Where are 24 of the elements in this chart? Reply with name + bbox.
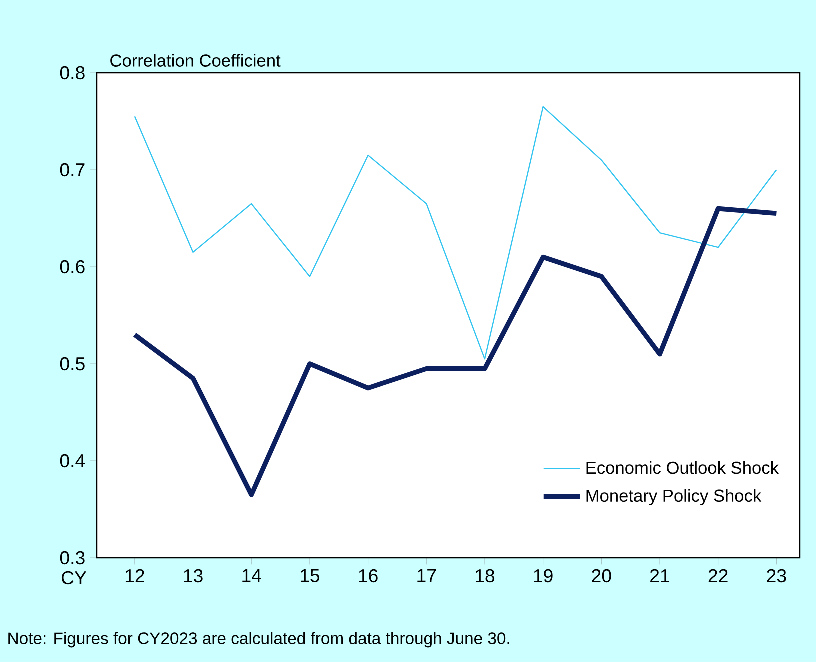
- y-tick-label: 0.3: [60, 551, 85, 565]
- x-tick-label: 22: [708, 569, 728, 582]
- y-tick-label: 0.4: [60, 454, 86, 468]
- x-tick-label: 19: [534, 569, 553, 583]
- line-series: [134, 106, 778, 360]
- x-axis-title: CY: [62, 571, 87, 585]
- x-tick-label: 14: [242, 569, 262, 582]
- x-tick-label: 21: [650, 569, 670, 582]
- x-tick-label: 23: [767, 569, 786, 583]
- legend-label: Economic Outlook Shock: [586, 461, 780, 474]
- x-tick-label: 17: [418, 569, 436, 582]
- x-tick-label: 18: [476, 569, 495, 583]
- text: Note: Figures for CY2023 are calculated from data through June 30.: [8, 632, 510, 648]
- x-tick-label: 20: [592, 569, 612, 583]
- x-tick-label: 12: [126, 569, 144, 582]
- x-tick-label: 13: [184, 569, 203, 583]
- legend-label: Monetary Policy Shock: [586, 489, 762, 506]
- x-tick-label: 15: [300, 569, 320, 582]
- y-axis-title: Correlation Coefficient: [110, 54, 281, 67]
- y-tick-label: 0.8: [60, 66, 85, 80]
- y-tick-label: 0.5: [60, 357, 85, 371]
- y-tick-label: 0.7: [60, 163, 85, 177]
- x-tick-label: 16: [359, 569, 378, 583]
- y-tick-label: 0.6: [60, 260, 85, 274]
